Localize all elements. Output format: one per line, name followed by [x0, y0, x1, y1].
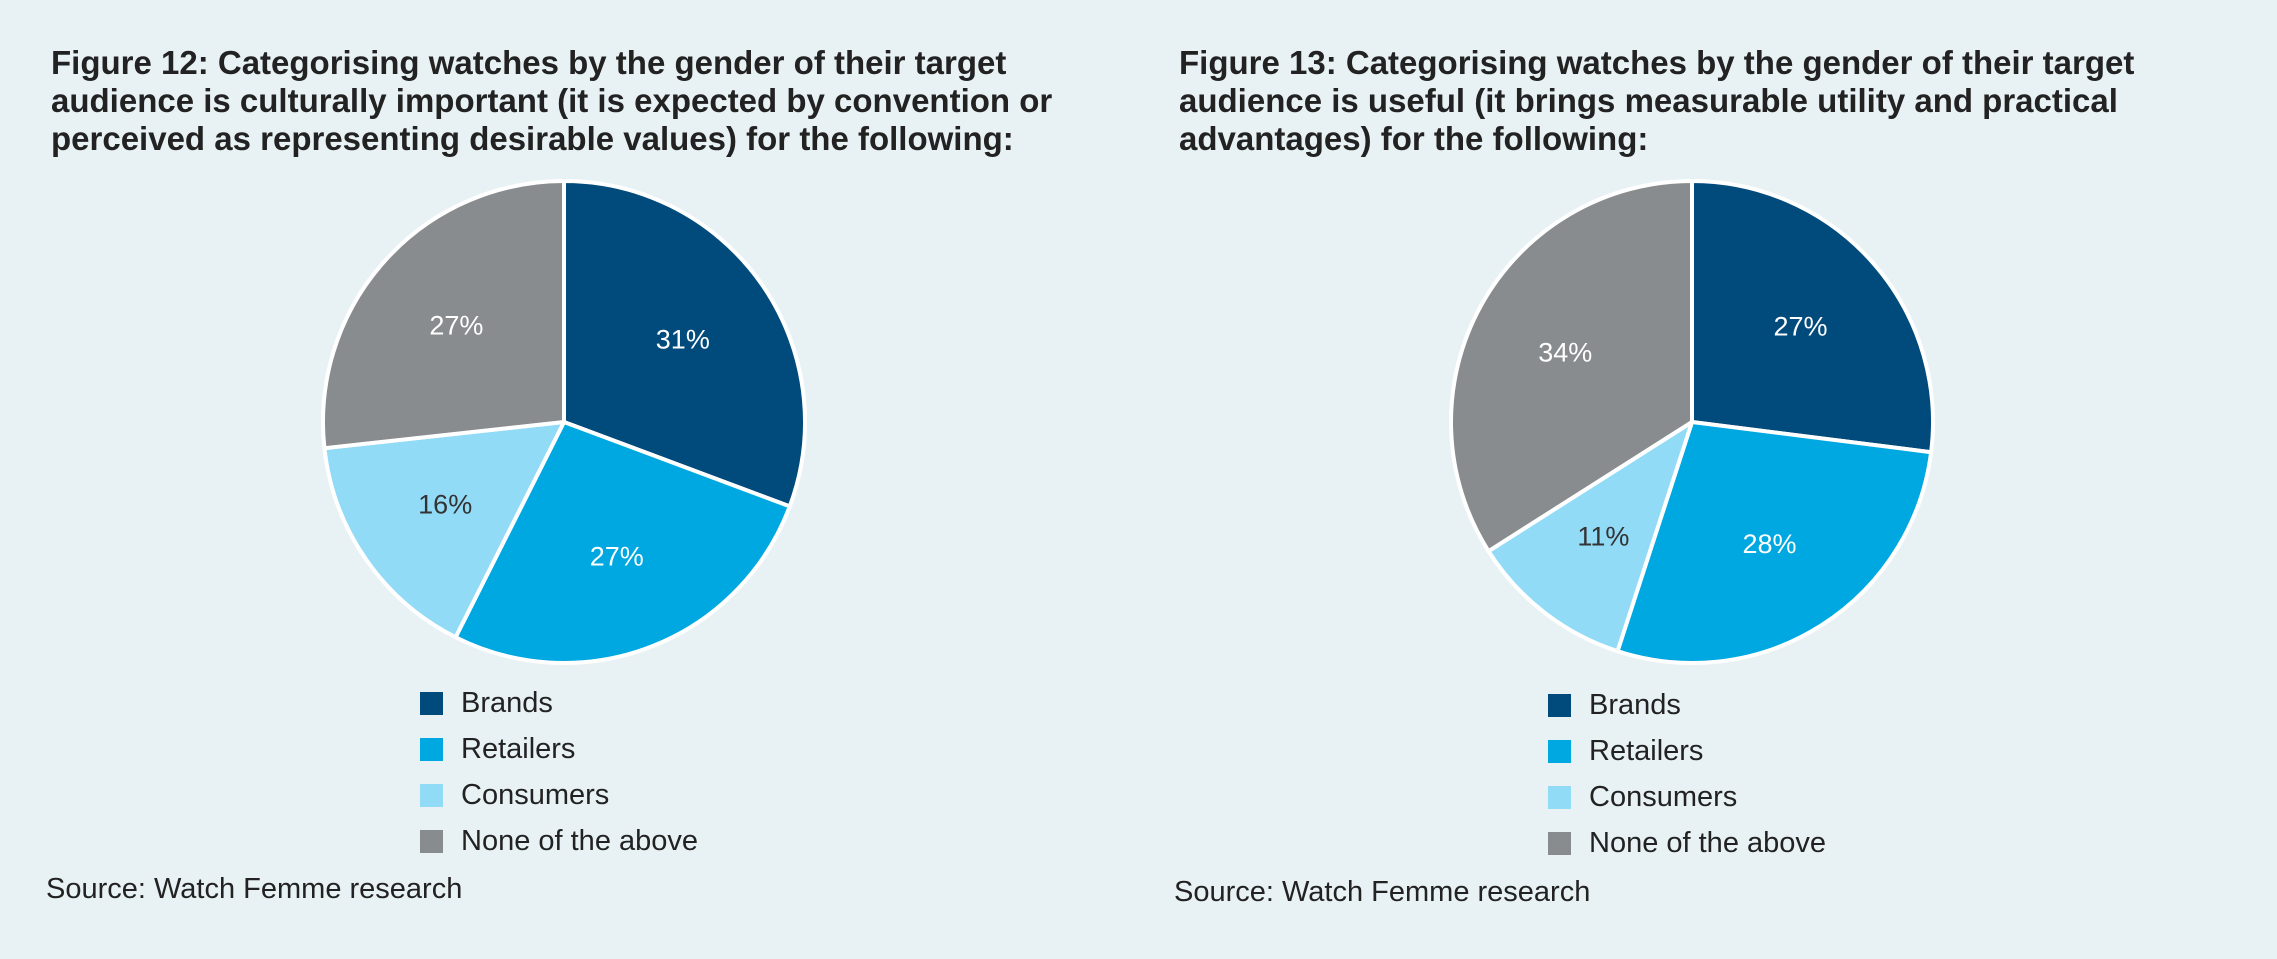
- pie-label-retailers: 28%: [1742, 529, 1796, 559]
- figure-13-legend: Brands Retailers Consumers None of the a…: [1548, 682, 1826, 866]
- legend-label-none: None of the above: [461, 824, 699, 857]
- legend-item-none: None of the above: [420, 818, 698, 864]
- legend-item-retailers: Retailers: [1548, 728, 1826, 774]
- pie-label-consumers: 16%: [418, 489, 472, 519]
- figure-13-panel: Figure 13: Categorising watches by the g…: [1128, 0, 2228, 959]
- legend-swatch-retailers: [420, 737, 443, 761]
- legend-item-brands: Brands: [1548, 682, 1826, 728]
- legend-swatch-brands: [1548, 693, 1571, 717]
- pie-label-brands: 31%: [656, 325, 710, 355]
- figure-12-source: Source: Watch Femme research: [46, 873, 463, 905]
- figure-12-pie-chart: 31% 27% 16% 27%: [321, 179, 807, 665]
- figure-12-title: Figure 12: Categorising watches by the g…: [51, 44, 1053, 157]
- legend-item-brands: Brands: [420, 680, 698, 726]
- legend-item-none: None of the above: [1548, 820, 1826, 866]
- pie-slice-retailers: [453, 420, 792, 665]
- legend-label-retailers: Retailers: [1589, 734, 1704, 767]
- legend-label-none: None of the above: [1589, 826, 1827, 859]
- figure-13-pie-chart: 27% 28% 11% 34%: [1449, 179, 1935, 665]
- pie-label-brands: 27%: [1773, 311, 1827, 341]
- pie-slice-brands: [1690, 179, 1935, 455]
- figure-12-panel: Figure 12: Categorising watches by the g…: [0, 0, 1100, 959]
- legend-label-consumers: Consumers: [1589, 780, 1738, 813]
- legend-label-brands: Brands: [1589, 688, 1681, 721]
- pie-slice-brands: [562, 179, 807, 509]
- pie-slice-retailers: [1615, 420, 1934, 665]
- legend-swatch-consumers: [1548, 785, 1571, 809]
- legend-label-brands: Brands: [461, 686, 553, 719]
- pie-label-consumers: 11%: [1577, 521, 1629, 551]
- pie-slice-none: [1449, 179, 1694, 554]
- figure-13-source: Source: Watch Femme research: [1174, 876, 1591, 908]
- figure-12-legend: Brands Retailers Consumers None of the a…: [420, 680, 698, 864]
- pie-label-none: 27%: [429, 310, 483, 340]
- legend-swatch-consumers: [420, 783, 443, 807]
- figure-13-title: Figure 13: Categorising watches by the g…: [1179, 44, 2135, 157]
- pie-label-retailers: 27%: [590, 542, 644, 572]
- legend-swatch-retailers: [1548, 739, 1571, 763]
- pie-slice-consumers: [1486, 420, 1694, 654]
- pie-slice-consumers: [322, 420, 566, 640]
- pie-slice-none: [321, 179, 566, 451]
- legend-item-consumers: Consumers: [420, 772, 698, 818]
- legend-swatch-none: [1548, 831, 1571, 855]
- pie-label-none: 34%: [1538, 337, 1592, 367]
- legend-item-consumers: Consumers: [1548, 774, 1826, 820]
- legend-swatch-none: [420, 829, 443, 853]
- legend-label-retailers: Retailers: [461, 732, 576, 765]
- legend-item-retailers: Retailers: [420, 726, 698, 772]
- legend-swatch-brands: [420, 691, 443, 715]
- legend-label-consumers: Consumers: [461, 778, 610, 811]
